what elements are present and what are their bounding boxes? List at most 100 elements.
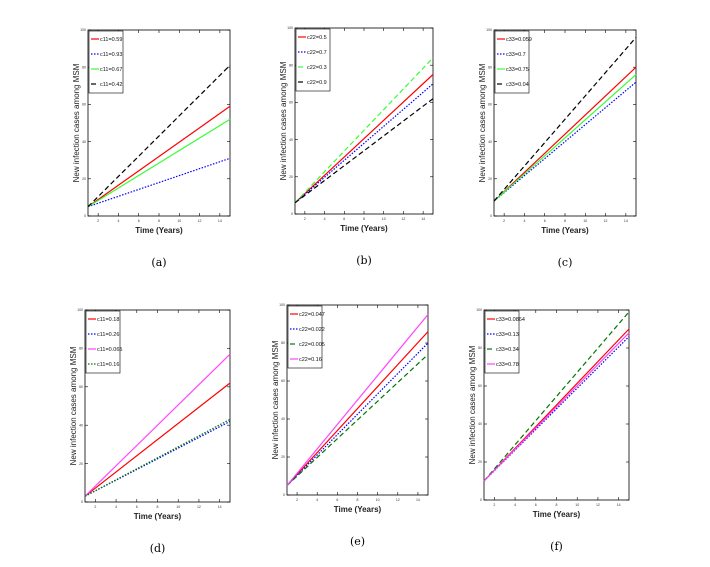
legend-box	[494, 30, 530, 94]
y-tick-label: 0	[283, 493, 285, 497]
series-line-2	[87, 157, 231, 208]
x-tick-label: 6	[138, 219, 140, 223]
y-tick-label: 40	[79, 423, 83, 427]
y-tick-label: 20	[289, 175, 293, 179]
x-tick-label: 10	[177, 219, 181, 223]
y-tick-label: 100	[279, 303, 285, 307]
chart-panel-5: 0 20 40 60 80 100 2 4 6 8 10 12 14 c22=0.047 c22=0.022…	[271, 303, 429, 548]
x-tick-label: 4	[523, 219, 525, 223]
y-tick-label: 60	[478, 384, 482, 388]
series-line-1	[493, 66, 637, 202]
x-tick-label: 4	[115, 505, 117, 509]
series-line-2	[493, 81, 637, 202]
y-tick-label: 80	[478, 346, 482, 350]
y-tick-label: 40	[281, 417, 285, 421]
x-tick-label: 8	[157, 505, 159, 509]
series-line-4	[493, 37, 637, 202]
x-tick-label: 2	[503, 219, 505, 223]
x-tick-label: 4	[316, 498, 318, 502]
y-tick-label: 80	[82, 65, 86, 69]
x-tick-label: 4	[514, 503, 516, 507]
x-tick-label: 14	[421, 217, 425, 221]
series-line-3	[493, 74, 637, 202]
series-line-1	[84, 382, 231, 497]
x-axis-label: Time (Years)	[533, 510, 581, 519]
x-tick-label: 10	[382, 217, 386, 221]
series-line-4	[286, 314, 429, 486]
legend-box	[88, 30, 124, 94]
y-tick-label: 60	[82, 103, 86, 107]
x-tick-label: 2	[304, 217, 306, 221]
panel-caption: (f)	[550, 540, 563, 553]
legend-entry: c11=0.065	[97, 347, 122, 353]
y-axis-label: New infection cases among MSM	[69, 346, 78, 465]
series-line-3	[294, 57, 434, 204]
y-tick-label: 40	[289, 138, 293, 142]
x-tick-label: 6	[336, 498, 338, 502]
legend-entry: c11=0.42	[100, 82, 122, 88]
y-tick-label: 100	[80, 28, 86, 32]
x-tick-label: 6	[544, 219, 546, 223]
legend-box	[484, 310, 520, 374]
chart-panel-1: 0 20 40 60 80 100 2 4 6 8 10 12 14 c11=0.59 c11=0.93 c1…	[72, 28, 231, 269]
x-tick-label: 14	[617, 503, 621, 507]
x-tick-label: 14	[218, 505, 222, 509]
x-tick-label: 8	[564, 219, 566, 223]
y-tick-label: 60	[289, 101, 293, 105]
series-line-3	[483, 311, 630, 482]
x-tick-label: 14	[624, 219, 628, 223]
legend-entry: c33=0.04	[506, 82, 529, 88]
chart-panel-2: 0 20 40 60 80 100 2 4 6 8 10 12 14 c22=0.5 c22=0.7 c22=…	[279, 26, 434, 267]
x-tick-label: 12	[596, 503, 600, 507]
x-tick-label: 12	[396, 498, 400, 502]
y-tick-label: 60	[488, 103, 492, 107]
legend-entry: c22=0.005	[299, 342, 325, 348]
chart-panel-3: 0 20 40 60 80 100 2 4 6 8 10 12 14 c33=0.059 c33=0.7 c3…	[478, 28, 637, 269]
legend-entry: c11=0.26	[97, 332, 119, 338]
x-axis-label: Time (Years)	[334, 505, 382, 514]
y-tick-label: 0	[480, 498, 482, 502]
y-axis-label: New infection cases among MSM	[279, 61, 288, 180]
x-tick-label: 6	[535, 503, 537, 507]
y-tick-label: 20	[281, 455, 285, 459]
y-tick-label: 40	[488, 140, 492, 144]
chart-panel-4: 0 20 40 60 80 100 2 4 6 8 10 12 14 c11=0.18 c11=0.26 c1…	[69, 308, 231, 555]
x-tick-label: 2	[94, 505, 96, 509]
legend-box	[295, 28, 331, 92]
x-tick-label: 2	[296, 498, 298, 502]
legend-entry: c11=0.59	[100, 37, 122, 43]
y-axis-label: New infection cases among MSM	[478, 63, 487, 182]
x-tick-label: 8	[357, 498, 359, 502]
y-tick-label: 0	[490, 214, 492, 218]
x-axis-label: Time (Years)	[134, 512, 182, 521]
y-tick-label: 100	[486, 28, 492, 32]
x-tick-label: 2	[493, 503, 495, 507]
legend-entry: c33=0.0864	[496, 317, 525, 323]
legend-entry: c11=0.18	[97, 317, 119, 323]
series-line-4	[483, 332, 630, 482]
x-tick-label: 12	[604, 219, 608, 223]
legend-entry: c22=0.5	[307, 35, 327, 41]
y-tick-label: 20	[488, 177, 492, 181]
y-axis-label: New infection cases among MSM	[271, 340, 280, 459]
x-tick-label: 12	[198, 219, 202, 223]
legend-entry: c33=0.75	[506, 67, 529, 73]
x-tick-label: 14	[416, 498, 420, 502]
x-tick-label: 12	[197, 505, 201, 509]
x-tick-label: 4	[324, 217, 326, 221]
y-tick-label: 80	[488, 65, 492, 69]
series-line-2	[286, 342, 429, 486]
legend-entry: c33=0.13	[496, 332, 519, 338]
series-line-1	[294, 74, 434, 204]
x-axis-label: Time (Years)	[340, 224, 388, 233]
legend-entry: c33=0.7	[506, 52, 526, 58]
legend-entry: c22=0.3	[307, 65, 327, 71]
series-line-3	[84, 353, 231, 497]
legend-entry: c11=0.67	[100, 67, 122, 73]
series-line-4	[84, 418, 231, 497]
x-tick-label: 10	[376, 498, 380, 502]
legend-entry: c33=0.34	[496, 347, 519, 353]
panel-caption: (c)	[558, 256, 573, 269]
x-tick-label: 10	[583, 219, 587, 223]
x-axis-label: Time (Years)	[541, 226, 589, 235]
